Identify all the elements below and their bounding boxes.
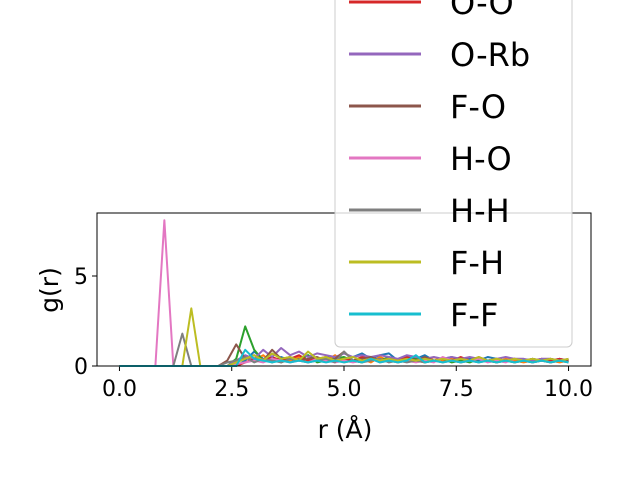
x-tick-label: 5.0 (327, 377, 362, 402)
legend-label: F-O (450, 88, 506, 126)
x-tick-label: 2.5 (214, 377, 249, 402)
y-tick-label: 5 (74, 265, 88, 290)
legend-label: H-H (450, 192, 510, 230)
y-axis-label: g(r) (35, 267, 64, 313)
legend-label: O-O (450, 0, 514, 22)
series-line (119, 307, 569, 367)
legend-label: F-H (450, 244, 504, 282)
x-tick-label: 0.0 (102, 377, 137, 402)
x-tick-label: 7.5 (439, 377, 474, 402)
y-tick-label: 0 (74, 355, 88, 380)
legend-label: H-O (450, 140, 512, 178)
legend-label: O-Rb (450, 36, 530, 74)
legend-box (334, 0, 573, 348)
x-axis-label: r (Å) (318, 415, 373, 444)
legend-label: F-F (450, 296, 498, 334)
x-tick-label: 10.0 (544, 377, 593, 402)
